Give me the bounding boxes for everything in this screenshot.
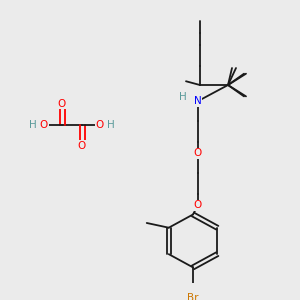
Text: O: O: [194, 148, 202, 158]
Text: Br: Br: [187, 292, 199, 300]
Text: H: H: [29, 120, 37, 130]
Text: H: H: [179, 92, 187, 102]
Text: O: O: [78, 140, 86, 151]
Text: O: O: [96, 120, 104, 130]
Text: O: O: [194, 200, 202, 210]
Text: H: H: [107, 120, 115, 130]
Text: N: N: [194, 96, 202, 106]
Text: O: O: [58, 99, 66, 109]
Text: O: O: [40, 120, 48, 130]
